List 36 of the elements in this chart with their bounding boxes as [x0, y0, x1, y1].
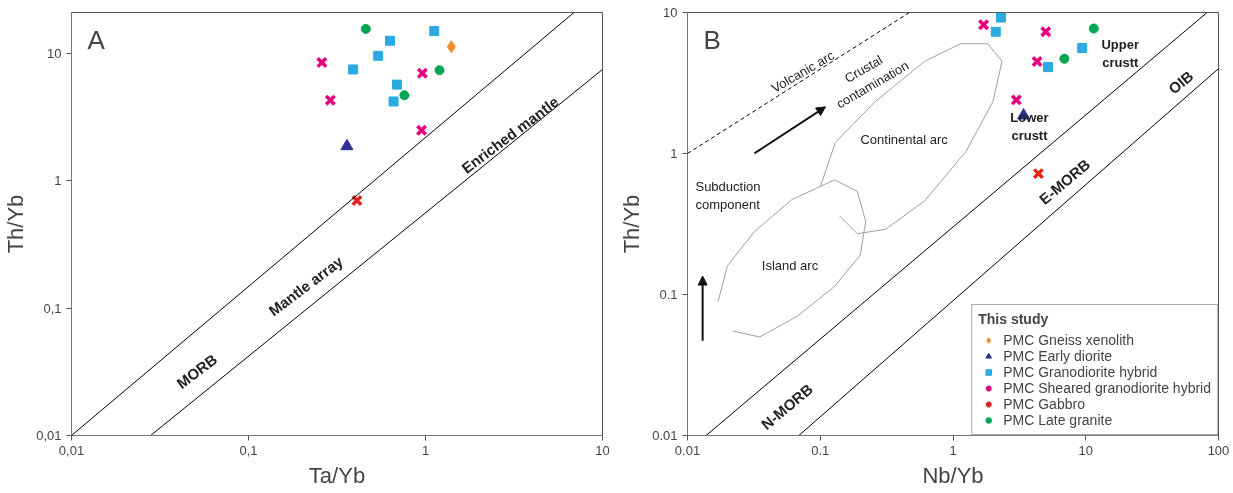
x-tick-label: 10 — [1078, 442, 1093, 458]
y-axis-title: Th/Yb — [3, 194, 29, 254]
y-tick-label: 0,1 — [43, 300, 62, 316]
x-axis-title: Ta/Yb — [308, 462, 366, 488]
y-tick-label: 0.01 — [652, 428, 678, 443]
x-tick-label: 0,1 — [239, 442, 258, 458]
x-tick-label: 1 — [949, 442, 957, 458]
x-tick-label: 100 — [1207, 442, 1230, 458]
y-tick-label: 1 — [670, 146, 678, 161]
x-tick-label: 0.1 — [811, 442, 830, 458]
x-tick-label: 1 — [421, 442, 430, 458]
annotation: Continental arc — [860, 131, 949, 147]
x-axis-title: Nb/Yb — [922, 462, 984, 488]
legend-label: PMC Granodiorite hybrid — [1003, 364, 1158, 380]
y-tick-label: 10 — [663, 5, 678, 20]
legend-label: PMC Late granite — [1003, 412, 1113, 428]
annotation: Upper crustt — [1101, 37, 1140, 71]
annotation: Lower crustt — [1010, 110, 1049, 144]
y-axis-title: Th/Yb — [619, 194, 645, 254]
x-tick-label: 10 — [595, 442, 610, 458]
legend-label: PMC Sheared granodiorite hybrid — [1003, 380, 1211, 396]
legend-label: PMC Gneiss xenolith — [1003, 332, 1134, 348]
annotation: OIB — [1165, 67, 1197, 98]
x-tick-label: 0.01 — [674, 442, 701, 458]
x-tick-label: 0,01 — [58, 442, 85, 458]
annotation: Subduction component — [695, 179, 761, 213]
text: A — [87, 25, 106, 55]
legend-title: This study — [978, 311, 1050, 327]
y-tick-label: 0,01 — [36, 428, 62, 443]
text: B — [703, 25, 721, 55]
y-tick-label: 0.1 — [659, 287, 678, 302]
legend-label: PMC Gabbro — [1003, 396, 1085, 412]
annotation: Island arc — [761, 258, 819, 274]
legend-label: PMC Early diorite — [1003, 348, 1113, 364]
y-tick-label: 1 — [54, 173, 62, 189]
y-tick-label: 10 — [47, 46, 62, 62]
